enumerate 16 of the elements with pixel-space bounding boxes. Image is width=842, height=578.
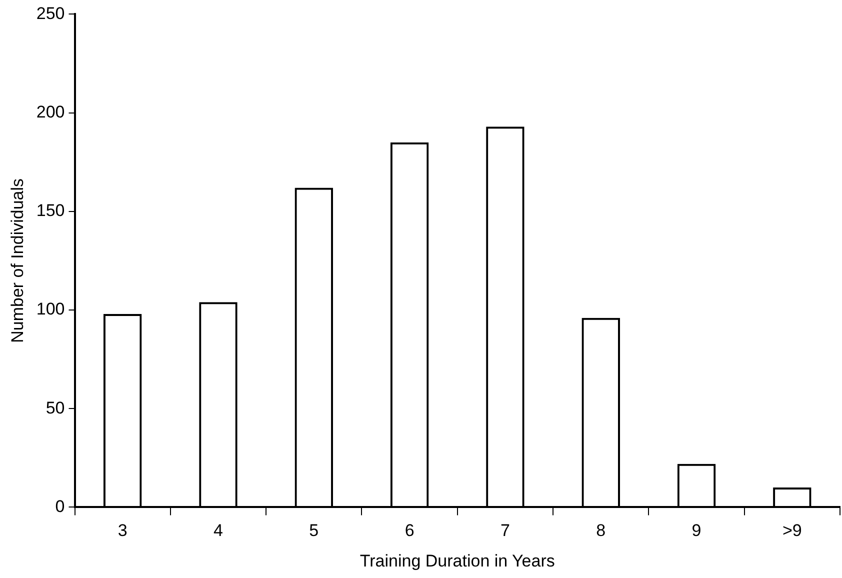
x-axis-title: Training Duration in Years xyxy=(360,551,555,570)
x-tick-label: 6 xyxy=(404,521,414,540)
x-tick-label: 9 xyxy=(692,521,702,540)
x-tick-label: >9 xyxy=(782,521,802,540)
y-axis-title: Number of Individuals xyxy=(8,178,27,343)
x-tick-label: 8 xyxy=(596,521,606,540)
x-tick-label: 5 xyxy=(309,521,319,540)
y-tick-label: 150 xyxy=(36,201,65,220)
y-tick-label: 200 xyxy=(36,102,65,122)
y-tick-label: 0 xyxy=(55,496,65,516)
x-tick-label: 7 xyxy=(500,521,510,540)
y-tick-label: 50 xyxy=(46,398,65,418)
x-tick-label: 4 xyxy=(214,521,223,540)
x-tick-label: 3 xyxy=(118,521,128,540)
y-tick-label: 100 xyxy=(36,300,65,319)
y-tick-label: 250 xyxy=(36,4,65,23)
